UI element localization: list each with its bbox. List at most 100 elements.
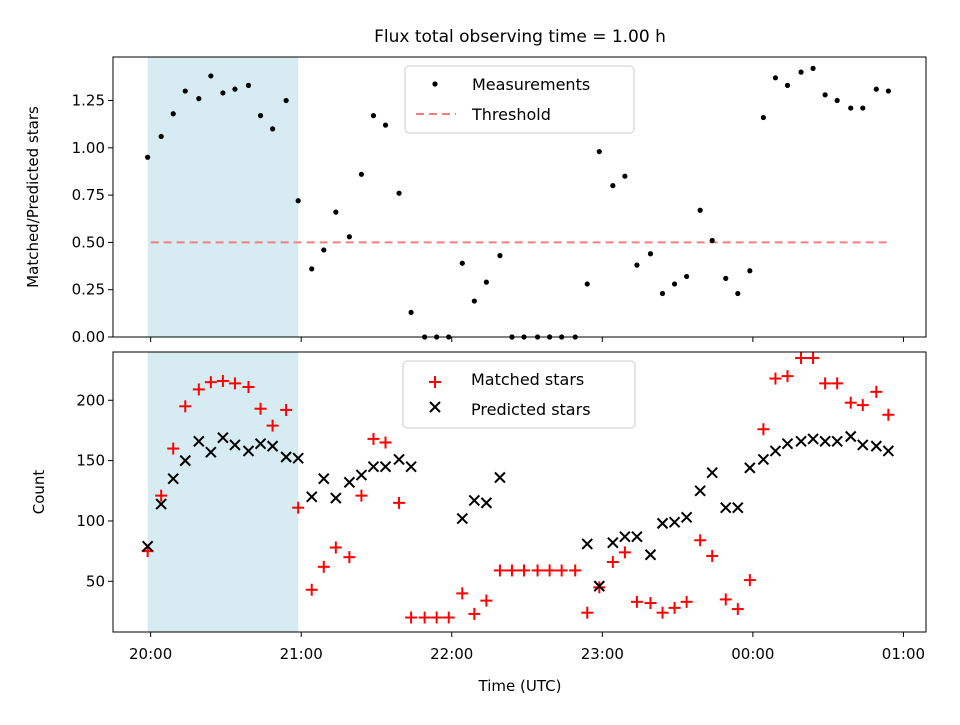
measurement-point	[798, 69, 804, 75]
x-tick-label: 23:00	[581, 645, 624, 663]
matched-star-point	[305, 583, 318, 596]
measurement-point	[610, 183, 616, 189]
predicted-stars-points	[141, 430, 895, 592]
predicted-star-point	[343, 476, 356, 489]
measurement-point	[735, 290, 741, 297]
bottom-legend-box	[402, 360, 636, 429]
predicted-star-point	[480, 497, 493, 509]
threshold-legend-label: Threshold	[471, 105, 551, 124]
predicted-star-point	[631, 530, 643, 543]
predicted-star-point	[831, 435, 843, 448]
matched-star-point	[418, 611, 431, 624]
matched-star-point	[743, 574, 756, 587]
measurement-point	[396, 190, 402, 196]
measurement-point	[358, 171, 365, 177]
measurement-point	[309, 266, 315, 272]
matched-star-point	[179, 400, 192, 413]
matched-star-point	[367, 432, 380, 445]
measurement-point	[269, 126, 276, 132]
predicted-star-point	[795, 435, 807, 448]
matched-star-point	[329, 541, 342, 554]
measurement-point	[873, 86, 879, 92]
predicted-star-point	[205, 446, 217, 458]
measurement-point	[860, 105, 866, 111]
predicted-star-point	[720, 501, 732, 514]
predicted-star-point	[757, 453, 770, 466]
predicted-star-point	[193, 435, 205, 448]
matched-star-point	[192, 383, 205, 396]
predicted-star-point	[167, 473, 179, 485]
predicted-star-point	[870, 440, 883, 452]
predicted-star-point	[807, 433, 819, 445]
predicted-star-point	[456, 512, 468, 525]
predicted-legend-label: Predicted stars	[471, 400, 591, 419]
measurement-point	[459, 260, 465, 266]
bottom-highlight-band	[147, 352, 299, 632]
predicted-legend-marker	[429, 401, 441, 413]
top-ytick-label: 0.00	[72, 328, 105, 346]
matched-star-point	[870, 385, 883, 398]
predicted-star-point	[494, 471, 506, 484]
predicted-star-point	[706, 466, 718, 479]
matched-star-point	[606, 556, 619, 568]
measurements-legend-marker	[432, 81, 438, 87]
top-ytick-label: 1.00	[72, 139, 105, 157]
measurement-point	[622, 173, 628, 179]
measurement-point	[747, 268, 753, 274]
predicted-star-point	[781, 438, 794, 450]
predicted-star-point	[229, 439, 241, 451]
measurement-point	[295, 198, 301, 204]
matched-star-point	[731, 603, 744, 616]
predicted-star-point	[379, 460, 392, 473]
matched-star-point	[493, 564, 506, 577]
matched-star-point	[831, 377, 844, 390]
predicted-star-point	[367, 460, 380, 473]
matched-legend-label: Matched stars	[471, 370, 584, 389]
predicted-star-point	[242, 445, 255, 457]
predicted-star-point	[266, 440, 279, 452]
predicted-star-point	[292, 452, 304, 464]
measurement-point	[232, 86, 238, 92]
measurement-point	[834, 97, 840, 104]
measurement-point	[408, 309, 414, 316]
measurement-point	[659, 290, 666, 297]
x-tick-label: 21:00	[280, 645, 323, 663]
predicted-star-point	[769, 445, 782, 457]
measurement-point	[196, 96, 202, 102]
measurement-point	[697, 207, 703, 213]
predicted-star-point	[668, 516, 681, 528]
bottom-axes-frame	[112, 351, 927, 633]
matched-star-point	[228, 377, 241, 390]
matched-star-point	[543, 564, 556, 577]
measurement-point	[208, 73, 214, 79]
predicted-star-point	[355, 469, 368, 481]
top-ytick-label: 0.75	[72, 186, 105, 204]
matched-star-point	[430, 611, 443, 624]
measurement-point	[848, 105, 854, 111]
measurement-point	[145, 154, 151, 160]
predicted-star-point	[318, 473, 330, 485]
measurement-point	[784, 82, 791, 88]
measurement-point	[723, 275, 729, 281]
predicted-star-point	[694, 485, 706, 497]
bottom-ytick-label: 50	[86, 572, 105, 590]
matched-star-point	[480, 594, 493, 607]
predicted-star-point	[882, 445, 895, 457]
measurement-points	[145, 65, 891, 340]
matched-star-point	[630, 595, 643, 608]
measurement-point	[483, 279, 489, 285]
predicted-star-point	[306, 491, 318, 503]
predicted-star-point	[254, 438, 267, 450]
predicted-star-point	[744, 462, 756, 474]
matched-star-point	[856, 399, 869, 412]
top-ytick-label: 0.25	[72, 281, 105, 299]
x-axis-label: Time (UTC)	[478, 677, 562, 695]
bottom-ytick-label: 150	[76, 452, 105, 470]
matched-star-point	[167, 442, 180, 455]
matched-star-point	[656, 606, 669, 619]
top-ticks: 0.00 0.25 0.50 0.75 1.00 1.25	[72, 92, 904, 346]
bottom-legend: Matched stars Predicted stars	[402, 360, 636, 429]
x-tick-label: 00:00	[731, 645, 774, 663]
matched-star-point	[706, 549, 719, 562]
predicted-star-point	[155, 498, 167, 510]
